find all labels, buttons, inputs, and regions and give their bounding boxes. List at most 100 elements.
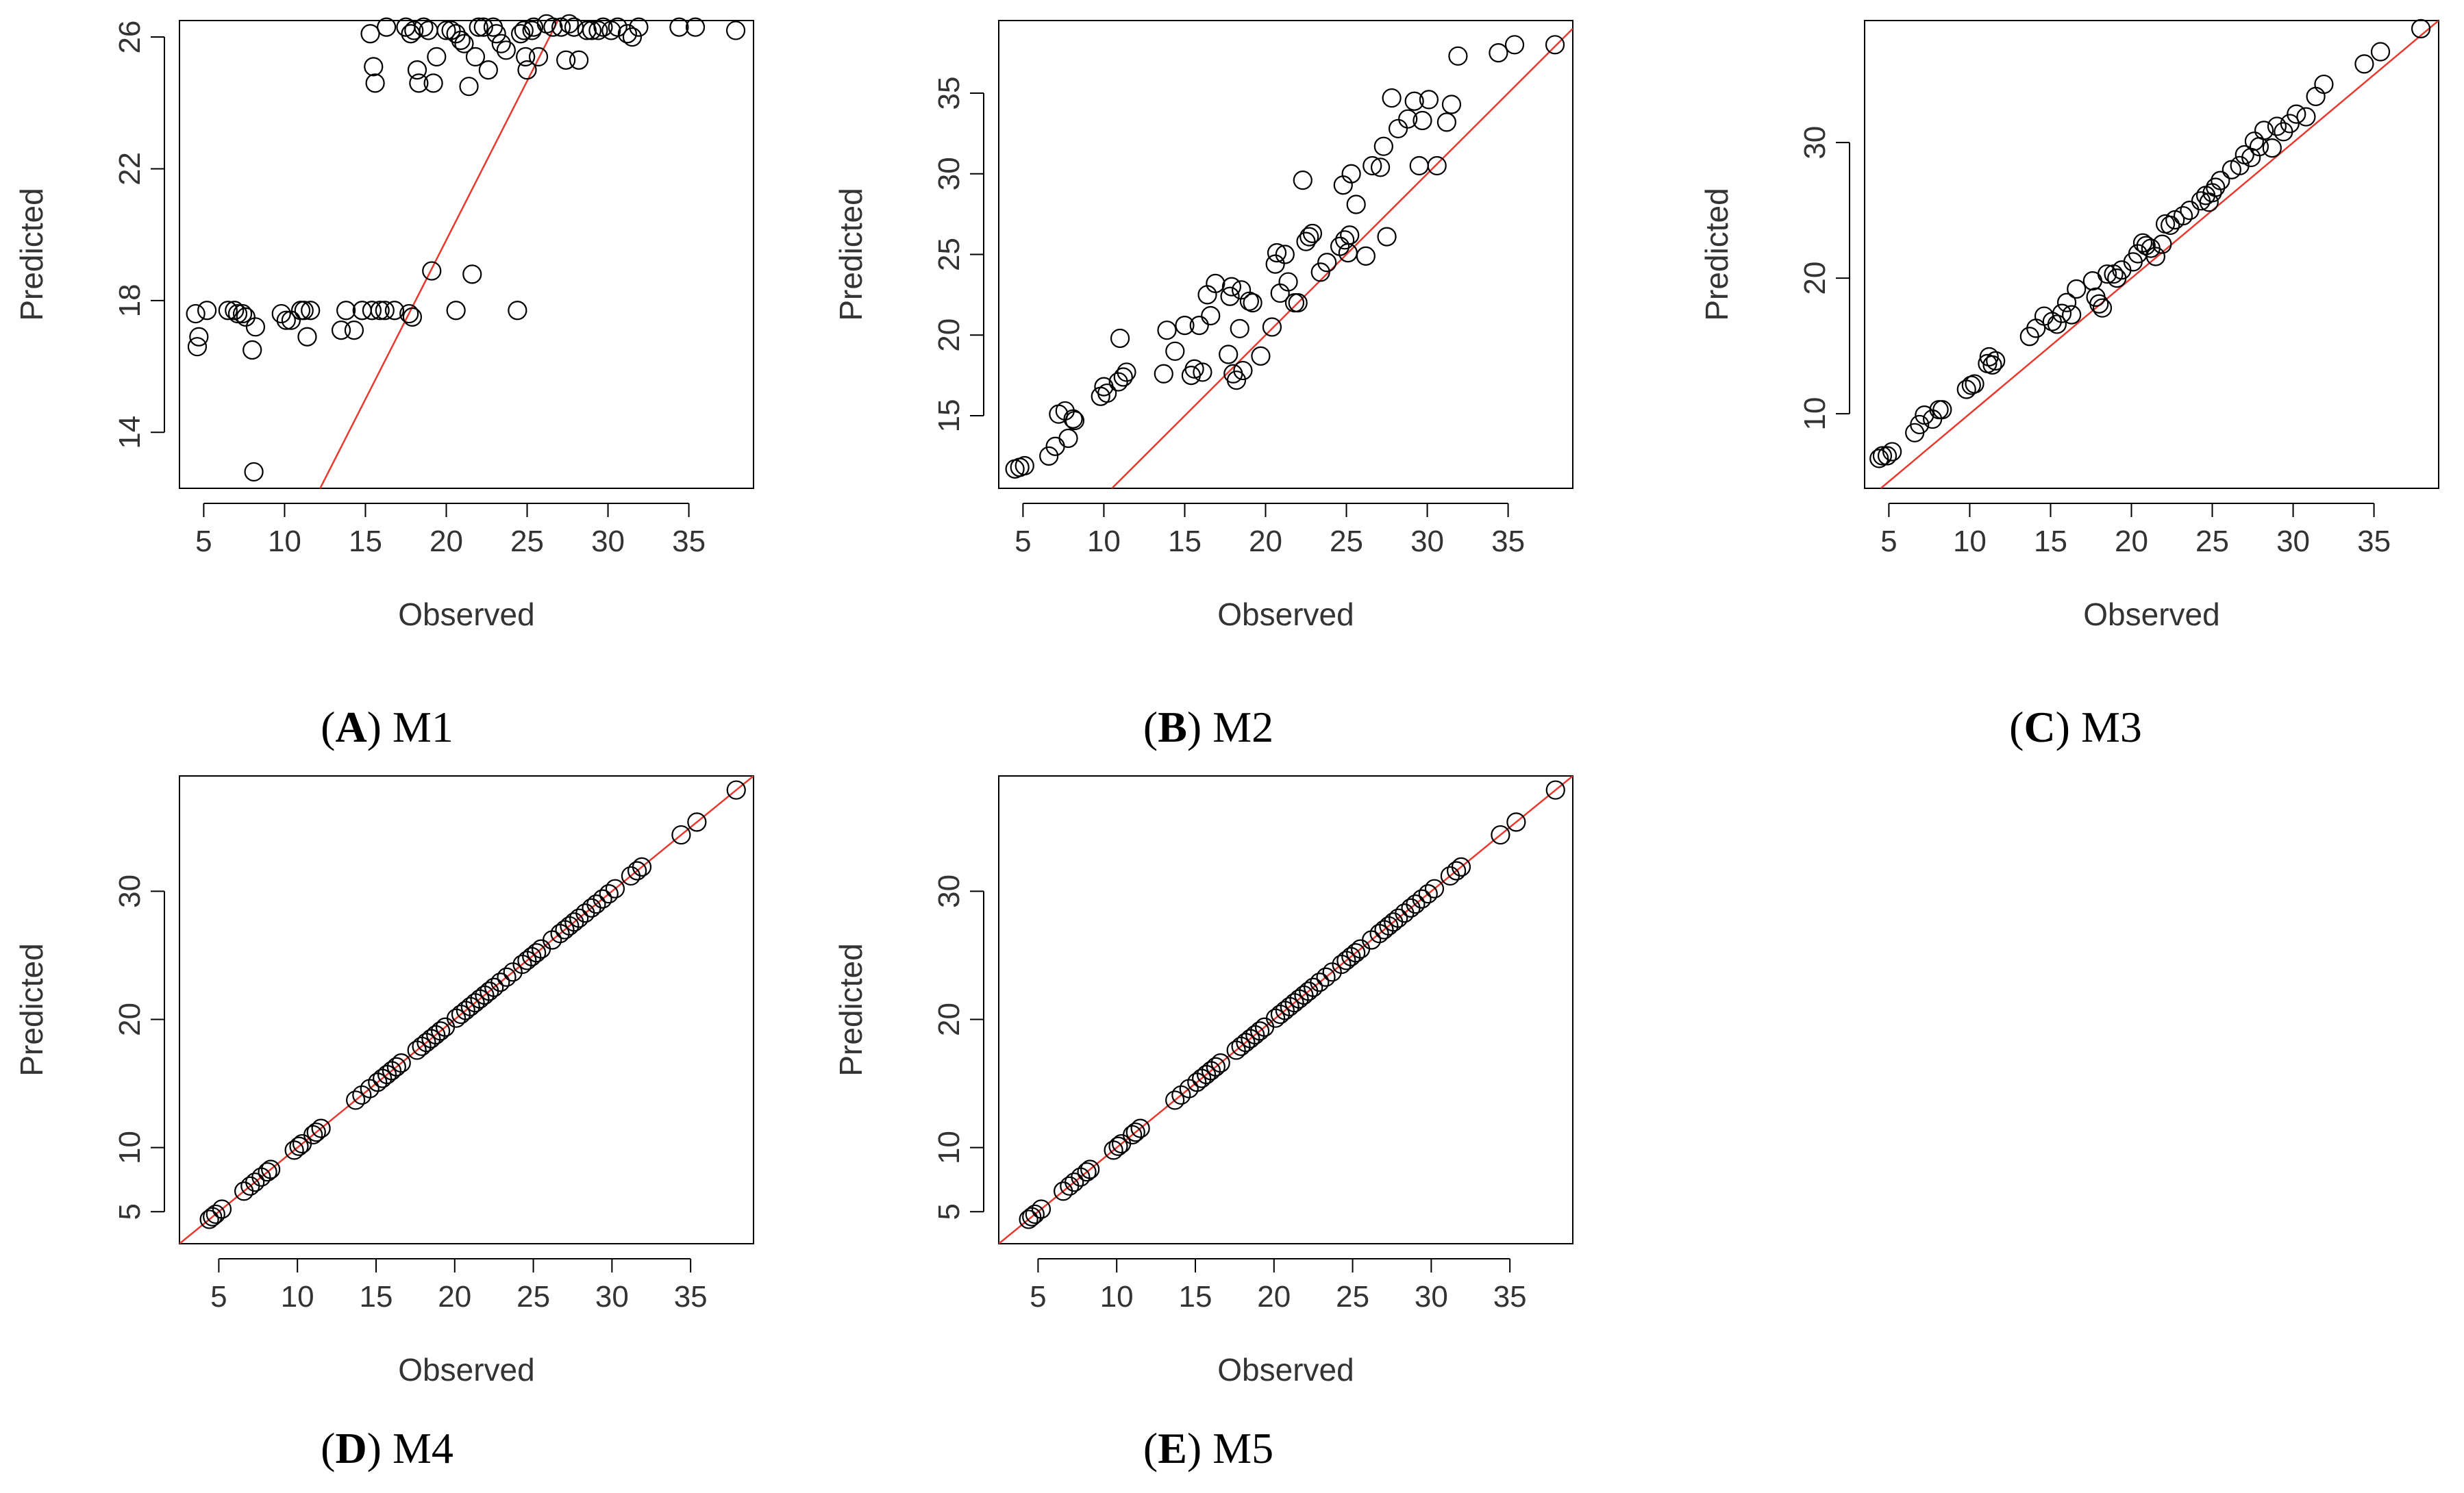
data-point [409, 73, 429, 93]
data-point [1956, 379, 1976, 399]
data-point [281, 310, 301, 330]
x-tick-label: 25 [517, 1280, 550, 1314]
x-tick-label: 20 [2115, 525, 2148, 558]
data-point [2267, 116, 2287, 136]
y-axis-label: Predicted [833, 943, 869, 1076]
data-point [551, 17, 571, 37]
data-point [496, 40, 516, 60]
data-point [306, 1122, 326, 1142]
data-point [1335, 230, 1355, 250]
data-point [1317, 253, 1337, 273]
data-point [364, 57, 384, 77]
y-axis-label: Predicted [14, 188, 49, 321]
data-point [1184, 359, 1204, 379]
data-point [258, 1162, 277, 1182]
data-point [1340, 225, 1360, 245]
data-point [344, 321, 364, 340]
data-point [1362, 155, 1382, 176]
data-point [289, 1136, 309, 1156]
data-point [1489, 43, 1508, 63]
data-point [404, 21, 424, 40]
data-point [362, 301, 382, 321]
x-tick-label: 25 [510, 525, 544, 558]
data-point [352, 301, 372, 321]
data-point [586, 894, 606, 914]
data-point [1872, 446, 1893, 466]
data-point [1882, 442, 1902, 462]
data-point [593, 17, 613, 37]
x-tick-label: 25 [1336, 1280, 1369, 1314]
data-point [2354, 54, 2374, 74]
data-point [1910, 414, 1930, 435]
data-point [2161, 215, 2180, 236]
data-point [197, 301, 217, 321]
data-point [1233, 360, 1253, 381]
data-point [465, 47, 486, 67]
data-point [331, 321, 351, 340]
x-tick-label: 25 [2195, 525, 2229, 558]
data-point [2136, 236, 2156, 255]
data-point [446, 301, 466, 321]
x-tick-label: 5 [210, 1280, 227, 1314]
data-point [1220, 286, 1240, 306]
data-point [1097, 383, 1117, 403]
x-tick-label: 10 [1087, 525, 1121, 558]
data-point [2056, 292, 2077, 312]
data-point [486, 24, 506, 44]
data-point [422, 261, 442, 281]
x-axis-label: Observed [1217, 1352, 1354, 1388]
data-point [2097, 264, 2117, 284]
data-point [2244, 131, 2264, 151]
x-tick-label: 30 [595, 1280, 629, 1314]
data-point [1330, 236, 1350, 256]
data-point [632, 857, 652, 877]
data-point [510, 24, 531, 44]
x-tick-label: 30 [591, 525, 625, 558]
data-point [1065, 1172, 1084, 1192]
data-point [454, 34, 474, 53]
chart-panel-e: 5 10 15 20 25 30 35 5 10 20 30 Observed Predicted [833, 775, 1573, 1388]
data-point [1419, 90, 1439, 110]
data-point [1108, 1136, 1128, 1156]
data-point [478, 60, 498, 80]
data-point [1302, 223, 1323, 243]
data-point [1877, 446, 1897, 466]
data-point [2092, 298, 2113, 318]
data-point [1388, 118, 1408, 138]
data-point [1239, 291, 1259, 311]
data-point [473, 17, 493, 37]
data-point [605, 879, 625, 899]
data-point [441, 21, 461, 40]
data-point [1275, 244, 1295, 264]
data-point [402, 307, 423, 327]
data-point [1117, 362, 1136, 382]
data-point [1932, 400, 1952, 420]
data-point [1230, 318, 1249, 338]
data-point [1424, 879, 1445, 899]
data-point [629, 17, 649, 37]
data-point [1055, 401, 1075, 421]
data-point [2254, 121, 2274, 140]
data-point [462, 264, 482, 284]
data-point [1193, 362, 1212, 382]
data-point [2280, 114, 2300, 134]
plot-frame [179, 775, 754, 1244]
y-tick-label: 5 [932, 1203, 966, 1220]
data-point [2173, 205, 2193, 226]
data-point [1389, 908, 1408, 928]
caption-d: (D) M4 [321, 1424, 453, 1472]
y-tick-label: 30 [1798, 126, 1832, 160]
data-point [1441, 95, 1462, 114]
caption-c: (C) M3 [2009, 703, 2142, 751]
x-tick-label: 10 [268, 525, 301, 558]
data-point [1080, 1159, 1100, 1179]
data-point [451, 30, 471, 50]
data-point [1451, 857, 1471, 877]
data-point [1447, 861, 1467, 881]
fit-line [1880, 21, 2439, 488]
x-tick-label: 15 [1179, 1280, 1212, 1314]
x-tick-label: 5 [195, 525, 212, 558]
data-point [2206, 177, 2226, 197]
x-axis-label: Observed [2083, 597, 2219, 632]
y-tick-label: 22 [113, 152, 147, 186]
